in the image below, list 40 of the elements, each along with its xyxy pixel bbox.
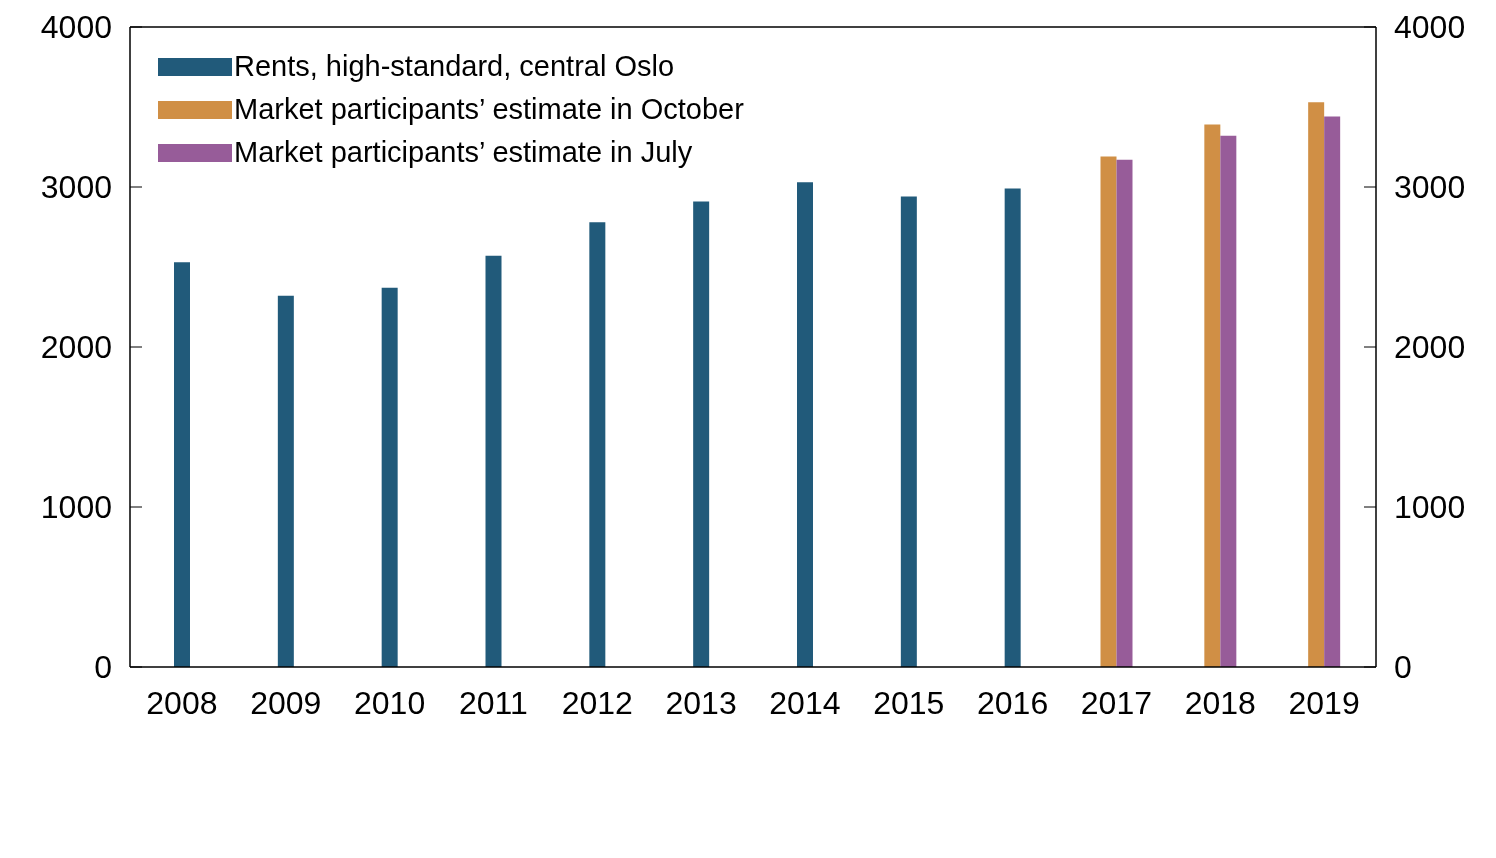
bar bbox=[1204, 124, 1221, 667]
bar bbox=[174, 262, 190, 667]
x-tick-label: 2013 bbox=[665, 684, 737, 721]
legend-label: Rents, high-standard, central Oslo bbox=[234, 50, 675, 83]
bar bbox=[1308, 102, 1325, 667]
y-tick-label: 2000 bbox=[40, 329, 112, 366]
bar bbox=[1220, 135, 1237, 667]
y2-tick-label: 1000 bbox=[1394, 489, 1466, 526]
y2-tick-label: 2000 bbox=[1394, 329, 1466, 366]
x-tick-label: 2010 bbox=[353, 684, 426, 721]
bar bbox=[277, 295, 294, 667]
x-tick-label: 2009 bbox=[250, 684, 322, 721]
x-tick-label: 2014 bbox=[769, 684, 841, 721]
bar bbox=[1116, 159, 1133, 667]
y2-tick-label: 4000 bbox=[1394, 9, 1466, 46]
y2-tick-label: 0 bbox=[1394, 649, 1412, 686]
bar bbox=[900, 196, 917, 667]
x-tick-label: 2012 bbox=[561, 684, 633, 721]
y2-tick-label: 3000 bbox=[1394, 169, 1466, 206]
y-tick-label: 1000 bbox=[40, 489, 112, 526]
x-tick-label: 2018 bbox=[1184, 684, 1256, 721]
legend-label: Market participants’ estimate in October bbox=[234, 93, 744, 126]
x-tick-label: 2019 bbox=[1288, 684, 1360, 721]
legend-label: Market participants’ estimate in July bbox=[234, 136, 693, 169]
y-tick-label: 3000 bbox=[40, 169, 112, 206]
bar bbox=[693, 201, 710, 667]
y-tick-label: 0 bbox=[94, 649, 112, 686]
bar bbox=[1100, 156, 1117, 667]
x-tick-label: 2015 bbox=[873, 684, 945, 721]
y-tick-label: 4000 bbox=[40, 9, 112, 46]
bar bbox=[485, 255, 502, 667]
x-tick-label: 2016 bbox=[976, 684, 1049, 721]
bar bbox=[1004, 188, 1021, 667]
x-tick-label: 2011 bbox=[459, 684, 528, 721]
x-tick-label: 2008 bbox=[146, 684, 218, 721]
bar bbox=[797, 182, 813, 667]
bar bbox=[381, 287, 398, 667]
bar bbox=[589, 222, 606, 667]
bar bbox=[1324, 116, 1341, 667]
x-tick-label: 2017 bbox=[1080, 684, 1153, 721]
